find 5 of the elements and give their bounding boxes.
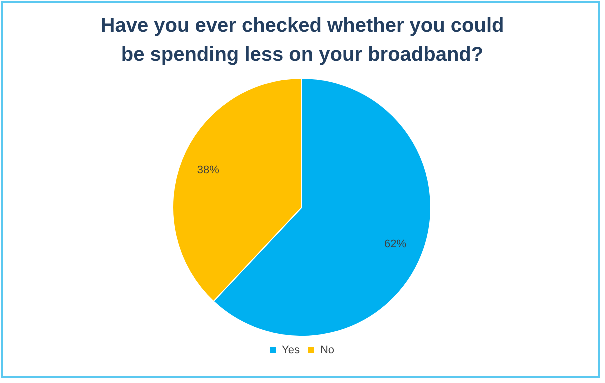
- chart-title: Have you ever checked whether you could be spending less on your broadband?: [100, 14, 505, 68]
- legend-label: No: [320, 344, 335, 357]
- legend-label: Yes: [282, 344, 300, 357]
- data-label: 62%: [384, 238, 407, 251]
- data-label: 38%: [197, 164, 220, 176]
